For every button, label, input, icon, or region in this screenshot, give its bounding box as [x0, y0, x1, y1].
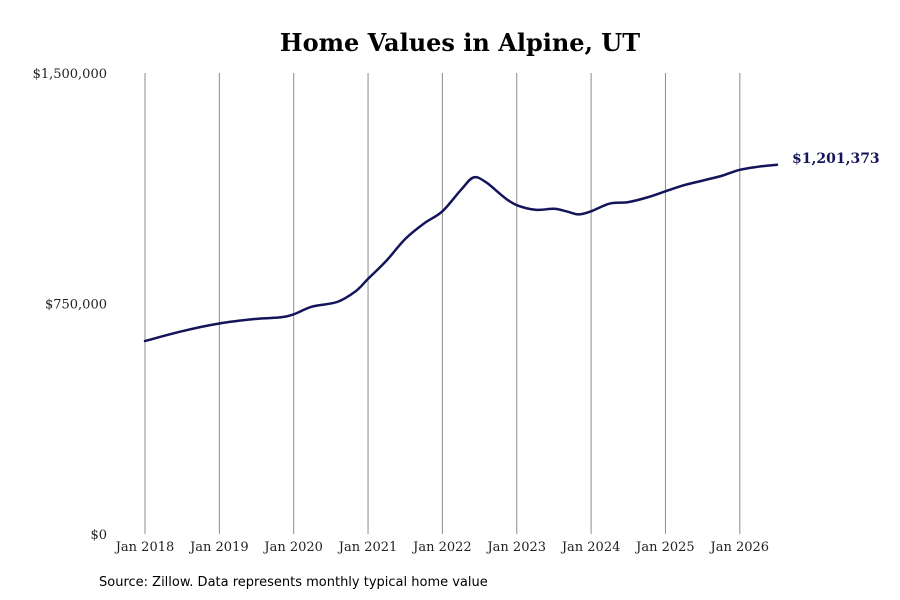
- x-tick-label: Jan 2020: [262, 540, 323, 555]
- x-tick-label: Jan 2026: [709, 540, 770, 555]
- y-tick-label: $1,500,000: [33, 67, 107, 82]
- home-value-line: [143, 163, 779, 343]
- y-axis-labels: $0 $750,000 $1,500,000: [33, 67, 107, 543]
- x-axis-labels: Jan 2018 Jan 2019 Jan 2020 Jan 2021 Jan 2022…: [114, 540, 769, 555]
- y-tick-label: $0: [90, 528, 107, 543]
- x-tick-label: Jan 2019: [188, 540, 249, 555]
- x-tick-label: Jan 2023: [485, 540, 546, 555]
- x-tick-label: Jan 2022: [411, 540, 472, 555]
- x-tick-label: Jan 2025: [634, 540, 695, 555]
- x-tick-label: Jan 2018: [114, 540, 175, 555]
- y-tick-label: $750,000: [45, 298, 107, 313]
- grid-layer: [144, 73, 741, 534]
- end-value-label: $1,201,373: [792, 151, 880, 167]
- x-tick-label: Jan 2024: [560, 540, 621, 555]
- line-layer: [143, 163, 779, 343]
- x-tick-label: Jan 2021: [337, 540, 398, 555]
- source-note: Source: Zillow. Data represents monthly …: [99, 575, 488, 590]
- chart-title: Home Values in Alpine, UT: [280, 28, 640, 57]
